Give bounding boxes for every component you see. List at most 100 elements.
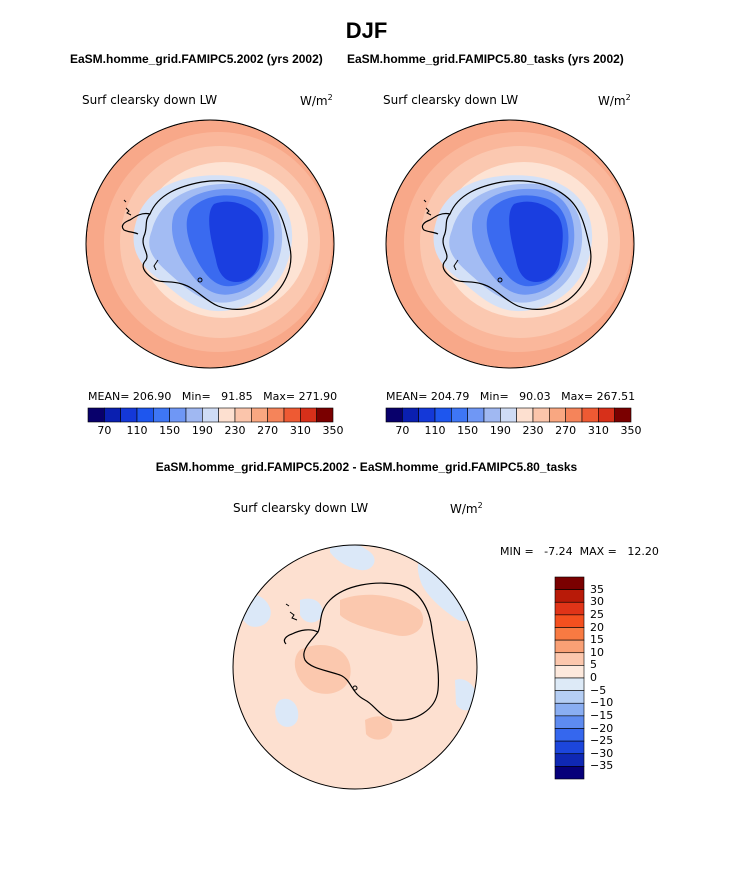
colorbar-2-tick-label: 70 — [395, 424, 410, 437]
colorbar-2-swatch — [549, 407, 566, 423]
colorbar-3-tick-label: 30 — [590, 595, 604, 609]
panel-1-colorbar — [87, 407, 334, 423]
colorbar-1-tick-label: 70 — [97, 424, 112, 437]
diff-variable-label: Surf clearsky down LW — [233, 501, 369, 515]
colorbar-3-tick-label: −35 — [590, 759, 614, 773]
panel-1-mean-label: MEAN= — [88, 390, 130, 403]
colorbar-1-tick-label: 150 — [159, 424, 181, 437]
colorbar-2-swatch — [500, 407, 517, 423]
panel-1-mean-value: 206.90 — [132, 390, 172, 403]
panel-1-units: W/m — [300, 94, 328, 108]
panel-1-units-label: W/m2 — [300, 93, 333, 108]
colorbar-2-tick-label: 270 — [555, 424, 577, 437]
colorbar-2-swatch — [483, 407, 501, 423]
panel-2-units-exp: 2 — [625, 93, 631, 102]
panel-1-variable-label: Surf clearsky down LW — [82, 93, 218, 107]
colorbar-1-tick-label: 230 — [224, 424, 246, 437]
colorbar-1-tick-label: 270 — [257, 424, 279, 437]
colorbar-3-tick-label: −30 — [590, 746, 614, 760]
colorbar-1-tick-label: 190 — [191, 424, 213, 437]
colorbar-3-swatch — [554, 639, 585, 654]
panel-1-map — [86, 120, 334, 368]
colorbar-3-tick-label: −15 — [590, 708, 614, 722]
colorbar-2-swatch — [418, 407, 436, 423]
colorbar-3-swatch — [554, 576, 585, 590]
diff-units: W/m — [450, 502, 478, 516]
panel-1-title: EaSM.homme_grid.FAMIPC5.2002 (yrs 2002) — [70, 52, 323, 66]
colorbar-3-swatch — [554, 665, 585, 679]
colorbar-1-tick-label: 110 — [126, 424, 148, 437]
colorbar-3-swatch — [554, 728, 585, 742]
colorbar-1-swatch — [104, 407, 121, 423]
colorbar-1-tick-label: 310 — [289, 424, 311, 437]
diff-units-exp: 2 — [477, 501, 483, 510]
colorbar-3-swatch — [554, 614, 585, 628]
panel-2-mean-value: 204.79 — [430, 390, 470, 403]
panel-2-min-label: Min= — [479, 390, 509, 403]
colorbar-3-swatch — [554, 766, 585, 780]
colorbar-2-swatch — [565, 407, 583, 423]
colorbar-2-swatch — [385, 407, 403, 423]
colorbar-3-tick-label: −5 — [590, 683, 607, 697]
colorbar-3-swatch — [554, 690, 585, 704]
colorbar-3-tick-label: 25 — [590, 607, 604, 621]
panel-2-colorbar — [385, 407, 632, 423]
colorbar-3-swatch — [554, 702, 585, 717]
colorbar-2-swatch — [614, 407, 632, 423]
panel-2-stats: MEAN= 204.79 Min= 90.03 Max= 267.51 — [386, 390, 635, 403]
colorbar-1-swatch — [87, 407, 105, 423]
colorbar-2-swatch — [581, 407, 599, 423]
colorbar-2-tick-label: 110 — [424, 424, 446, 437]
colorbar-1-swatch — [267, 407, 285, 423]
figure-title: DJF — [345, 18, 388, 43]
colorbar-2-tick-label: 190 — [489, 424, 511, 437]
colorbar-2-swatch — [434, 407, 452, 423]
colorbar-3-tick-label: 35 — [590, 582, 604, 596]
panel-2-map — [386, 120, 634, 368]
colorbar-2-tick-label: 350 — [620, 424, 642, 437]
colorbar-3-tick-label: 15 — [590, 633, 604, 647]
colorbar-2-swatch — [598, 407, 615, 423]
colorbar-3-swatch — [554, 589, 585, 603]
diff-map — [233, 545, 477, 789]
panel-1-units-exp: 2 — [327, 93, 333, 102]
colorbar-1-swatch — [300, 407, 317, 423]
colorbar-3-swatch — [554, 601, 585, 616]
colorbar-3-swatch — [554, 715, 585, 729]
colorbar-3-tick-label: 20 — [590, 620, 604, 634]
colorbar-3-tick-label: −20 — [590, 721, 614, 735]
colorbar-2-swatch — [467, 407, 485, 423]
colorbar-2-swatch — [516, 407, 534, 423]
panel-1-max-value: 271.90 — [298, 390, 338, 403]
diff-units-label: W/m2 — [450, 501, 483, 516]
diff-stats: MIN = -7.24 MAX = 12.20 — [500, 545, 659, 558]
panel-2-map-border — [385, 119, 635, 369]
panel-1-map-border — [85, 119, 335, 369]
colorbar-3-swatch — [554, 740, 585, 755]
panel-1-min-value: 91.85 — [221, 390, 253, 403]
colorbar-3-tick-label: −25 — [590, 734, 614, 748]
colorbar-2-tick-label: 230 — [522, 424, 544, 437]
panel-2-units-label: W/m2 — [598, 93, 631, 108]
colorbar-3-swatch — [554, 627, 585, 641]
panel-1-min-label: Min= — [181, 390, 211, 403]
colorbar-1-tick-label: 350 — [322, 424, 344, 437]
colorbar-1-swatch — [218, 407, 236, 423]
colorbar-1-swatch — [120, 407, 138, 423]
colorbar-3-tick-label: 0 — [590, 671, 597, 684]
diff-panel-title: EaSM.homme_grid.FAMIPC5.2002 - EaSM.homm… — [155, 460, 578, 474]
colorbar-3-tick-label: −10 — [590, 696, 614, 710]
colorbar-1-swatch — [283, 407, 301, 423]
colorbar-3-tick-label: 10 — [590, 645, 604, 659]
colorbar-1-swatch — [316, 407, 334, 423]
diff-colorbar — [554, 576, 585, 780]
panel-2-variable-label: Surf clearsky down LW — [383, 93, 519, 107]
colorbar-2-swatch — [451, 407, 468, 423]
panel-2-units: W/m — [598, 94, 626, 108]
panel-2-mean-label: MEAN= — [386, 390, 428, 403]
panel-1-stats: MEAN= 206.90 Min= 91.85 Max= 271.90 — [88, 390, 337, 403]
panel-1-max-label: Max= — [263, 390, 296, 403]
colorbar-2-swatch — [402, 407, 419, 423]
colorbar-3-swatch — [554, 652, 585, 666]
colorbar-3-swatch — [554, 753, 585, 767]
